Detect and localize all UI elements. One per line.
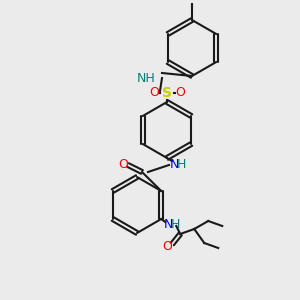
Text: N: N	[164, 218, 173, 230]
Text: N: N	[169, 158, 179, 172]
Text: H: H	[176, 158, 186, 172]
Text: O: O	[175, 86, 185, 100]
Text: NH: NH	[136, 71, 155, 85]
Text: H: H	[171, 218, 180, 230]
Text: O: O	[149, 86, 159, 100]
Text: O: O	[118, 158, 128, 170]
Text: O: O	[162, 241, 172, 254]
Text: S: S	[162, 86, 172, 100]
